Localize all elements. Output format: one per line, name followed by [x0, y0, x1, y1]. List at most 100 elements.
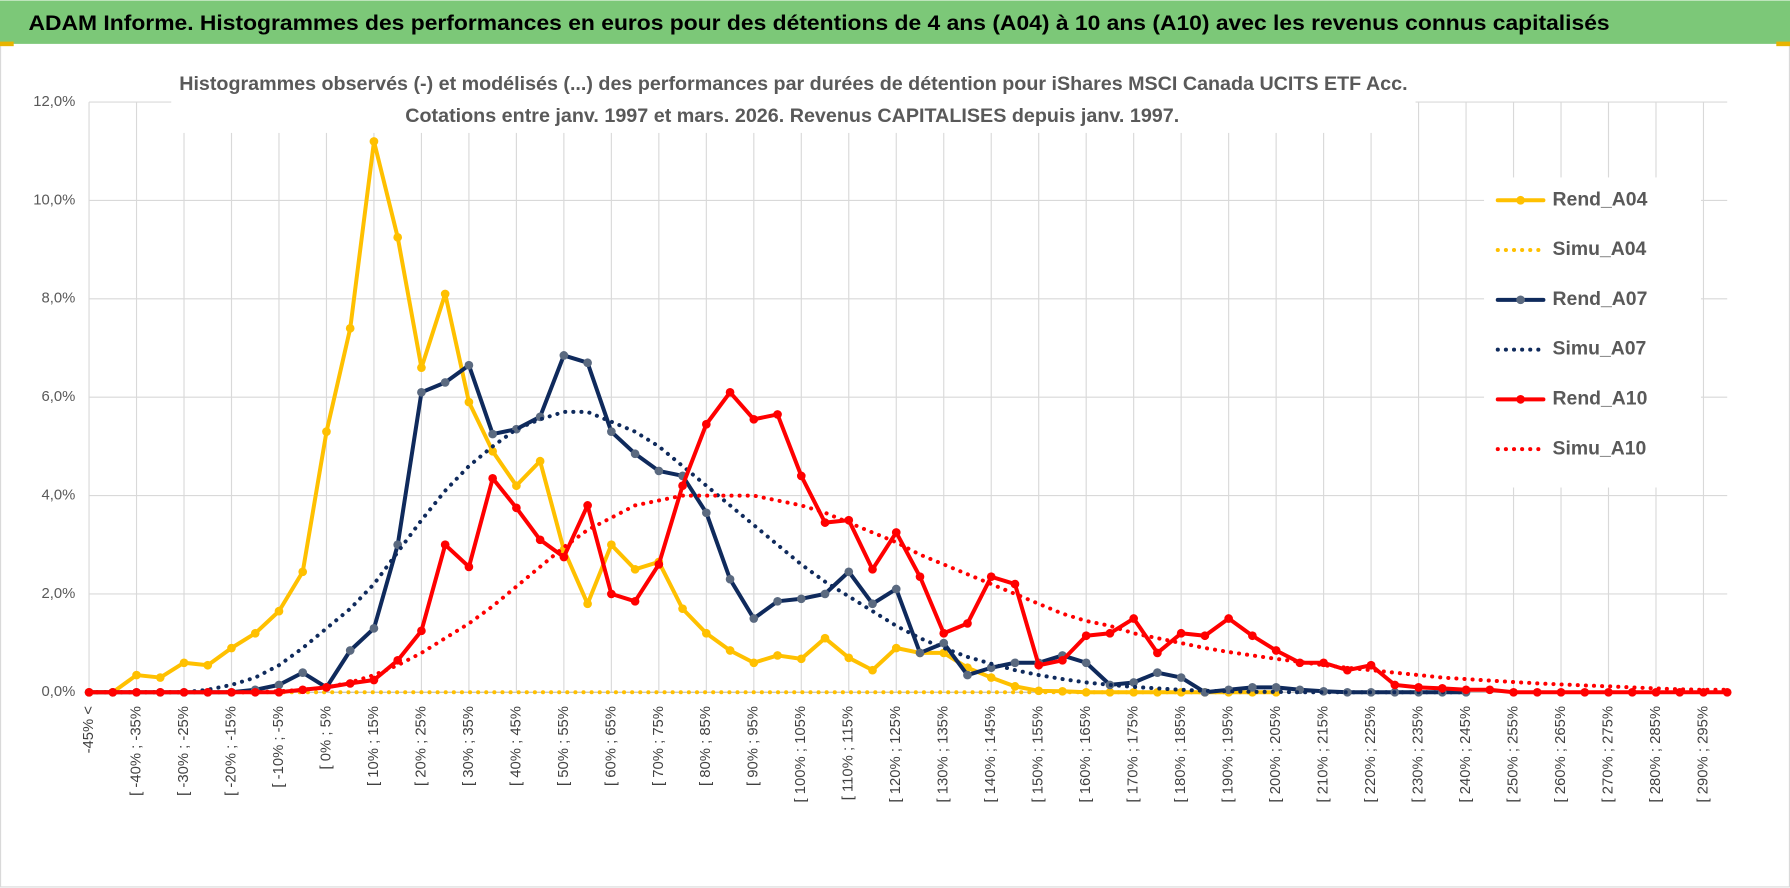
- point: [844, 653, 854, 663]
- point: [1200, 631, 1210, 641]
- point: [986, 673, 996, 682]
- corner: [0, 41, 14, 47]
- point: [725, 574, 735, 584]
- legend-label: Rend_A07: [1553, 288, 1648, 310]
- x-tick-label: [ 60% ; 65%: [603, 706, 619, 786]
- point: [417, 626, 426, 636]
- point: [179, 687, 189, 697]
- point: [464, 360, 474, 370]
- point: [749, 414, 759, 424]
- point: [986, 572, 996, 582]
- legend-label: Simu_A04: [1553, 238, 1647, 260]
- point: [488, 446, 497, 456]
- x-tick-label: [ 50% ; 55%: [556, 706, 572, 786]
- x-tick-label: [ 150% ; 155%: [1031, 706, 1047, 802]
- x-tick-label: [ 180% ; 185%: [1173, 706, 1189, 802]
- x-tick-label: [ 240% ; 245%: [1458, 706, 1474, 802]
- point: [1604, 687, 1613, 697]
- point: [939, 648, 949, 658]
- point: [939, 638, 949, 648]
- point: [796, 654, 806, 664]
- x-tick-label: [ 70% ; 75%: [651, 706, 667, 786]
- point: [939, 628, 949, 638]
- x-tick-label: [ 160% ; 165%: [1078, 706, 1094, 802]
- point: [464, 562, 474, 572]
- point: [274, 606, 284, 616]
- point: [773, 651, 782, 660]
- x-tick-label: [ 210% ; 215%: [1316, 706, 1332, 802]
- point: [535, 535, 545, 545]
- y-tick-label: 12,0%: [33, 94, 75, 110]
- point: [132, 670, 141, 680]
- point: [701, 508, 711, 518]
- x-tick-label: [ -10% ; -5%: [271, 706, 287, 788]
- point: [488, 474, 497, 483]
- point: [749, 614, 759, 623]
- x-tick-label: [ 200% ; 205%: [1268, 706, 1284, 802]
- point: [440, 540, 450, 550]
- point: [796, 594, 806, 604]
- point: [345, 324, 355, 333]
- point: [1153, 668, 1162, 677]
- point: [1081, 631, 1091, 641]
- point: [369, 624, 379, 633]
- point: [559, 552, 569, 562]
- point: [891, 643, 901, 653]
- point: [464, 397, 474, 407]
- point: [1010, 658, 1020, 668]
- point: [1248, 631, 1257, 641]
- point: [963, 670, 972, 680]
- point: [1081, 658, 1091, 668]
- point: [250, 628, 260, 638]
- point: [1224, 614, 1233, 623]
- legend-marker: [1516, 195, 1525, 205]
- point: [1058, 655, 1067, 665]
- point: [1532, 687, 1542, 697]
- point: [820, 589, 830, 599]
- point: [868, 564, 877, 574]
- y-tick-label: 2,0%: [42, 586, 76, 602]
- x-tick-label: [ 120% ; 125%: [888, 706, 904, 802]
- x-tick-label: [ 30% ; 35%: [461, 706, 477, 786]
- legend-marker: [1516, 395, 1525, 404]
- point: [488, 429, 497, 439]
- x-tick-label: [ 100% ; 105%: [793, 706, 809, 802]
- point: [227, 687, 236, 697]
- point: [1129, 614, 1139, 623]
- point: [440, 378, 450, 387]
- point: [820, 633, 830, 643]
- y-tick-label: 6,0%: [42, 389, 76, 405]
- point: [915, 648, 925, 658]
- point: [630, 564, 640, 574]
- point: [1176, 628, 1186, 638]
- y-tick-label: 0,0%: [42, 684, 76, 700]
- point: [227, 643, 236, 653]
- point: [417, 363, 426, 373]
- x-tick-label: [ 290% ; 295%: [1695, 706, 1711, 802]
- x-tick-label: [ 10% ; 15%: [366, 706, 382, 786]
- chart-title: Histogrammes observés (-) et modélisés (…: [179, 73, 1407, 95]
- x-tick-label: [ 0% ; 5%: [318, 706, 334, 769]
- point: [654, 560, 664, 569]
- point: [773, 410, 782, 419]
- series-line: [87, 409, 1469, 695]
- header-bar: [0, 0, 1790, 44]
- x-tick-label: [ 260% ; 265%: [1553, 706, 1569, 802]
- point: [678, 604, 687, 614]
- point: [773, 596, 782, 606]
- x-tick-label: [ 90% ; 95%: [746, 706, 762, 786]
- title-bg: [171, 68, 1416, 133]
- point: [583, 501, 592, 510]
- point: [891, 584, 901, 594]
- x-tick-label: [ 40% ; 45%: [508, 706, 524, 786]
- x-tick-label: [ 250% ; 255%: [1505, 706, 1521, 802]
- point: [868, 599, 877, 609]
- point: [796, 471, 806, 481]
- point: [535, 456, 545, 466]
- legend-label: Rend_A10: [1553, 387, 1648, 409]
- point: [583, 358, 592, 368]
- point: [1034, 660, 1044, 670]
- x-tick-label: [ 80% ; 85%: [698, 706, 714, 786]
- point: [512, 503, 521, 513]
- x-tick-label: [ 110% ; 115%: [841, 706, 857, 800]
